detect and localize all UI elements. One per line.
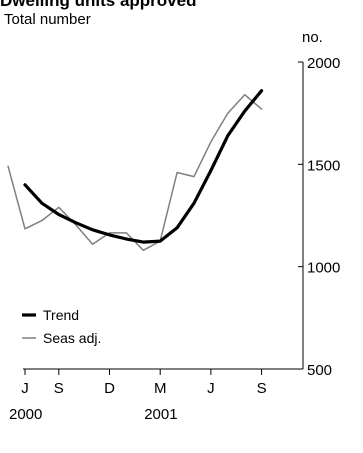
axes: 500 1000 1500 2000 no. J S D M J S 2000 2001 bbox=[9, 29, 340, 423]
series-layer bbox=[7, 89, 264, 252]
y-tick-label: 1500 bbox=[307, 157, 340, 174]
seasonally-adjusted-line bbox=[7, 93, 263, 252]
x-year-label: 2001 bbox=[144, 406, 177, 423]
legend: Trend Seas adj. bbox=[22, 307, 101, 346]
chart-title: Dwelling units approved bbox=[0, 0, 197, 10]
chart-subtitle: Total number bbox=[4, 11, 91, 28]
y-tick-label: 2000 bbox=[307, 55, 340, 72]
y-tick-label: 500 bbox=[307, 362, 332, 379]
trend-line bbox=[23, 89, 264, 244]
legend-label: Seas adj. bbox=[43, 330, 101, 346]
x-tick-label: M bbox=[154, 380, 167, 397]
legend-label: Trend bbox=[43, 307, 79, 323]
x-tick-label: S bbox=[54, 380, 64, 397]
x-tick-label: S bbox=[257, 380, 267, 397]
x-tick-label: J bbox=[21, 380, 29, 397]
y-tick-label: 1000 bbox=[307, 260, 340, 277]
y-unit-label: no. bbox=[302, 29, 323, 46]
x-tick-label: D bbox=[104, 380, 115, 397]
x-year-label: 2000 bbox=[9, 406, 42, 423]
x-tick-label: J bbox=[207, 380, 215, 397]
